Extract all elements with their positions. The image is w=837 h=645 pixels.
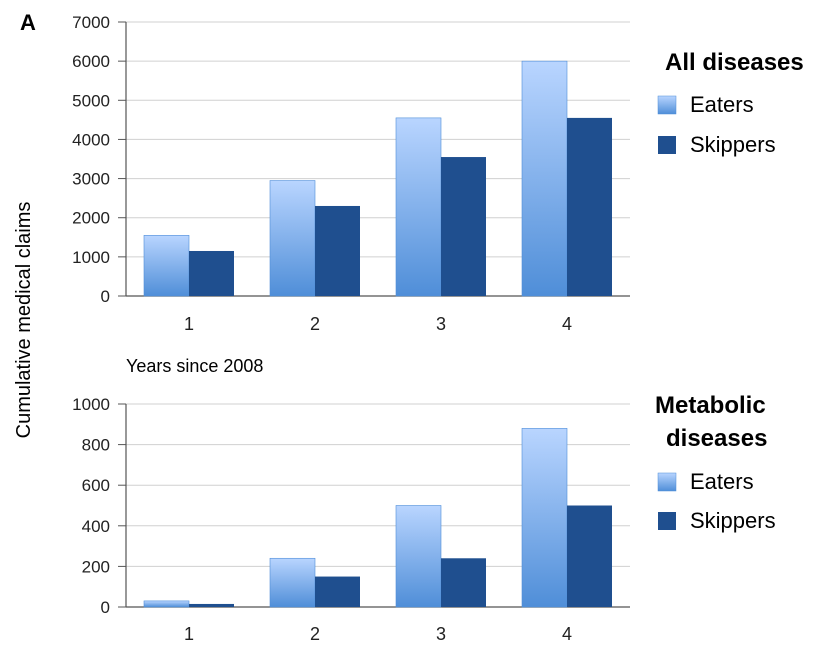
chart-2-bar-skippers-2	[315, 576, 360, 607]
chart-1-bar-skippers-4	[567, 117, 612, 297]
y-axis-label: Cumulative medical claims	[13, 202, 35, 439]
chart-1-y-tick-label-5: 5000	[72, 91, 110, 110]
chart-1-bar-skippers-3	[441, 157, 486, 296]
chart-1-bar-eaters-3	[395, 117, 442, 297]
chart-2-x-tick-label-1: 1	[184, 624, 194, 644]
chart-2-legend-eaters-label: Eaters	[690, 469, 754, 494]
chart-2-y-tick-label-1: 200	[82, 557, 110, 576]
chart-1-y-tick-label-2: 2000	[72, 209, 110, 228]
chart-2-plot-area: 0 200 400 600 800 1000 1 2 3 4	[72, 395, 630, 644]
chart-1-y-tick-label-4: 4000	[72, 130, 110, 149]
chart-2-bar-skippers-3	[441, 558, 486, 607]
chart-1-bar-eaters-2	[269, 180, 316, 297]
chart-1-legend-skippers-label: Skippers	[690, 132, 776, 157]
chart-1-x-tick-label-2: 2	[310, 314, 320, 334]
chart-2-x-tick-label-4: 4	[562, 624, 572, 644]
chart-1-legend-eaters-label: Eaters	[690, 92, 754, 117]
chart-2-y-tick-label-2: 400	[82, 517, 110, 536]
chart-1-bar-eaters-1	[143, 235, 190, 297]
chart-2-title-line-1: Metabolic	[655, 392, 766, 419]
chart-1-bar-skippers-1	[189, 250, 234, 296]
chart-2-bar-skippers-1	[189, 603, 234, 607]
chart-2-y-tick-label-0: 0	[101, 598, 110, 617]
chart-1-y-tick-label-6: 6000	[72, 52, 110, 71]
chart-1-title: All diseases	[665, 49, 804, 76]
chart-2-bar-eaters-4	[521, 428, 568, 608]
chart-2-title-line-2: diseases	[666, 425, 767, 452]
chart-2-legend-skippers-swatch	[658, 512, 676, 530]
chart-1-y-tick-label-1: 1000	[72, 248, 110, 267]
chart-2-y-tick-label-4: 800	[82, 436, 110, 455]
chart-1-x-tick-label-3: 3	[436, 314, 446, 334]
chart-2-x-tick-label-3: 3	[436, 624, 446, 644]
chart-1-plot-area: 0 1000 2000 3000 4000 5000 6000 7000 1 2 3 4	[72, 13, 630, 334]
chart-1-x-tick-label-4: 4	[562, 314, 572, 334]
chart-2-bar-eaters-2	[269, 557, 316, 608]
chart-2-x-tick-label-2: 2	[310, 624, 320, 644]
chart-1-bar-skippers-2	[315, 205, 360, 296]
chart-1-legend-eaters-swatch	[657, 95, 677, 115]
chart-1-legend-skippers-swatch	[658, 136, 676, 154]
chart-1-x-tick-label-1: 1	[184, 314, 194, 334]
chart-2-bar-skippers-4	[567, 505, 612, 607]
chart-1-y-tick-label-3: 3000	[72, 170, 110, 189]
chart-2-y-tick-label-3: 600	[82, 476, 110, 495]
panel-label: A	[20, 10, 36, 35]
chart-2-legend-eaters-swatch	[657, 472, 677, 492]
chart-1-y-tick-label-7: 7000	[72, 13, 110, 32]
chart-1-bar-eaters-4	[521, 60, 568, 297]
chart-2-bar-eaters-3	[395, 505, 442, 608]
chart-2-legend-skippers-label: Skippers	[690, 508, 776, 533]
chart-2-bar-eaters-1	[143, 600, 190, 608]
chart-2-y-tick-label-5: 1000	[72, 395, 110, 414]
chart-1-y-tick-label-0: 0	[101, 287, 110, 306]
x-axis-label: Years since 2008	[126, 356, 263, 376]
